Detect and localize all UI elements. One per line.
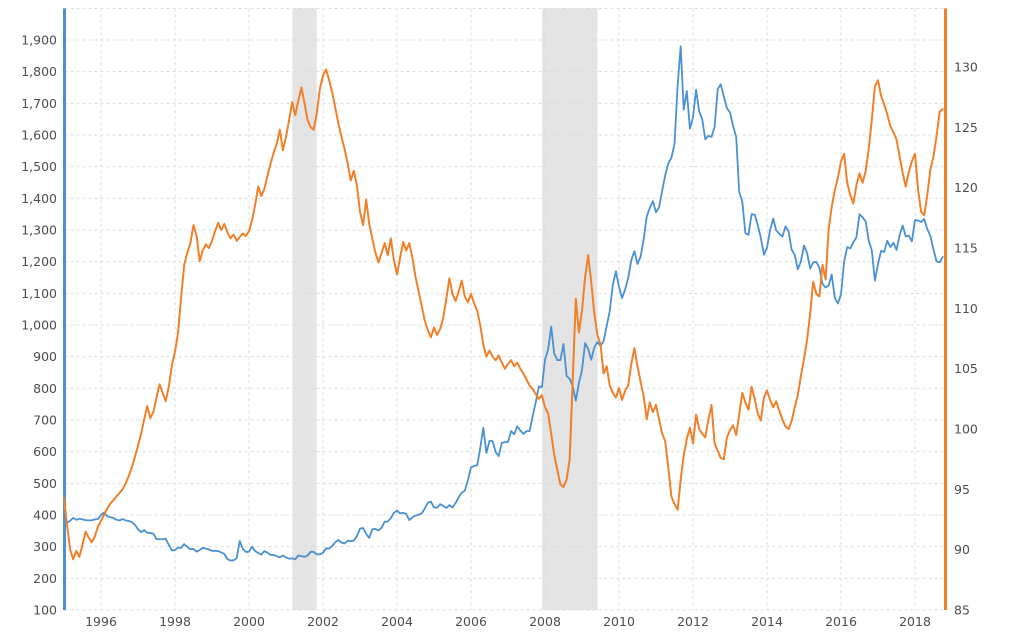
x-tick-label: 2002 — [307, 614, 339, 629]
left-y-tick-label: 500 — [33, 476, 57, 491]
right-y-tick-label: 105 — [954, 361, 978, 376]
left-y-tick-label: 1,400 — [21, 191, 57, 206]
right-y-tick-label: 120 — [954, 180, 978, 195]
left-y-tick-label: 1,000 — [21, 318, 57, 333]
right-y-tick-label: 85 — [954, 603, 970, 618]
x-tick-label: 2004 — [381, 614, 413, 629]
x-tick-label: 2006 — [455, 614, 487, 629]
right-y-tick-label: 125 — [954, 120, 978, 135]
left-y-tick-label: 1,900 — [21, 33, 57, 48]
left-y-tick-label: 100 — [33, 603, 57, 618]
x-tick-label: 2012 — [677, 614, 709, 629]
orange-series-line — [63, 68, 944, 561]
right-y-tick-label: 95 — [954, 482, 970, 497]
left-y-tick-label: 600 — [33, 444, 57, 459]
left-y-tick-label: 1,200 — [21, 254, 57, 269]
left-y-tick-label: 1,700 — [21, 96, 57, 111]
left-y-tick-label: 700 — [33, 413, 57, 428]
left-y-tick-label: 1,600 — [21, 128, 57, 143]
left-y-tick-label: 1,100 — [21, 286, 57, 301]
right-y-tick-label: 115 — [954, 241, 978, 256]
right-y-tick-label: 90 — [954, 542, 970, 557]
recession-band-2008-2009 — [542, 8, 598, 610]
left-y-tick-label: 200 — [33, 571, 57, 586]
blue-series-line — [63, 45, 944, 562]
plot-area[interactable] — [65, 8, 946, 610]
x-tick-label: 1998 — [159, 614, 191, 629]
left-y-tick-label: 1,300 — [21, 223, 57, 238]
right-y-tick-label: 100 — [954, 422, 978, 437]
x-tick-label: 2016 — [825, 614, 857, 629]
right-y-tick-label: 110 — [954, 301, 978, 316]
left-y-tick-label: 800 — [33, 381, 57, 396]
left-y-tick-label: 300 — [33, 539, 57, 554]
left-y-tick-label: 1,500 — [21, 159, 57, 174]
right-y-tick-label: 130 — [954, 60, 978, 75]
left-y-tick-label: 900 — [33, 349, 57, 364]
x-tick-label: 2000 — [233, 614, 265, 629]
x-tick-label: 2018 — [899, 614, 931, 629]
left-y-tick-label: 1,800 — [21, 64, 57, 79]
x-tick-label: 2010 — [603, 614, 635, 629]
left-y-tick-label: 400 — [33, 508, 57, 523]
x-tick-label: 1996 — [85, 614, 117, 629]
x-tick-label: 2014 — [751, 614, 783, 629]
x-tick-label: 2008 — [529, 614, 561, 629]
